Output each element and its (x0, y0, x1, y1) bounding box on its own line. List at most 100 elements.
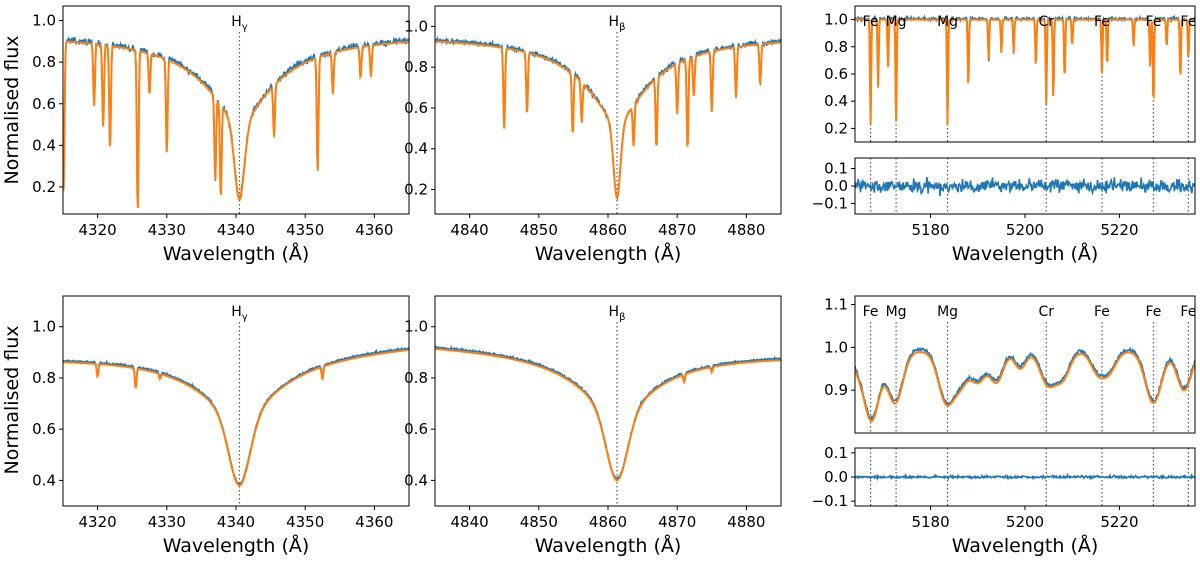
line-marker-label: Mg (886, 14, 907, 30)
y-tick-label: 1.0 (824, 11, 848, 29)
line-marker-label: Cr (1038, 14, 1054, 30)
plot-area (435, 322, 781, 506)
ylabel-bottom: Normalised flux (1, 326, 23, 475)
x-tick-label: 4320 (79, 221, 117, 239)
line-marker-label: Hγ (231, 304, 248, 323)
ylabel-top: Normalised flux (1, 36, 23, 185)
y-tick-label: 0.6 (404, 420, 428, 438)
x-tick-label: 4880 (727, 221, 765, 239)
y-tick-label: 0.4 (32, 471, 56, 489)
x-tick-label: 4330 (148, 221, 186, 239)
x-tick-label: 4360 (355, 513, 393, 531)
y-tick-label: 0.8 (404, 369, 428, 387)
y-tick-label: 0.0 (824, 468, 848, 486)
x-axis-label: Wavelength (Å) (535, 534, 682, 557)
line-marker-label: Hβ (609, 304, 626, 323)
y-tick-label: 1.0 (404, 318, 428, 336)
plot-area (855, 448, 1195, 506)
plot-area (855, 14, 1195, 142)
line-marker-label: Hγ (231, 14, 248, 33)
line-marker-sub: γ (242, 312, 248, 323)
panel-bottom-hgamma: 0.4 0.6 0.8 1.0 4320 4330 4340 4350 4360 Waveleng… (32, 295, 410, 557)
line-marker-sub: β (619, 22, 625, 33)
x-axis-label: Wavelength (Å) (163, 534, 310, 557)
line-marker-label: Cr (1038, 304, 1054, 320)
x-tick-label: 4870 (658, 513, 696, 531)
x-tick-label: 4360 (355, 221, 393, 239)
x-tick-label: 5200 (1006, 221, 1044, 239)
line-marker-label: Fe (1094, 14, 1110, 30)
axes-frame (62, 295, 410, 507)
y-tick-label: 0.4 (32, 136, 56, 154)
line-marker-sub: β (619, 312, 625, 323)
y-tick-label: 0.6 (32, 95, 56, 113)
model-spectrum-series (855, 351, 1195, 423)
line-marker-label: Mg (886, 304, 907, 320)
plot-area (855, 322, 1195, 433)
model-spectrum-series (435, 40, 781, 199)
axes-frame (434, 5, 782, 215)
y-tick-label: 0.8 (404, 58, 428, 76)
x-tick-label: 4860 (589, 221, 627, 239)
x-axis-label: Wavelength (Å) (163, 242, 310, 265)
plot-area (63, 32, 409, 214)
y-tick-label: 0.6 (404, 99, 428, 117)
observed-spectrum-series (855, 346, 1195, 422)
panel-bottom-hbeta: 0.4 0.6 0.8 1.0 4840 4850 4860 4870 4880 Waveleng… (404, 295, 782, 557)
y-tick-label: 0.6 (824, 65, 848, 83)
panel-top-hbeta: 0.2 0.4 0.6 0.8 1.0 4840 4850 4860 4870 4880 Wavel… (404, 5, 782, 265)
line-marker-label: Mg (937, 304, 958, 320)
y-tick-label: 0.0 (824, 177, 848, 195)
x-tick-label: 4850 (520, 221, 558, 239)
y-tick-label: 0.2 (404, 181, 428, 199)
x-tick-label: 5220 (1100, 221, 1138, 239)
y-tick-label: 0.6 (32, 420, 56, 438)
x-tick-label: 4340 (217, 221, 255, 239)
line-marker-label: Fe (1145, 14, 1161, 30)
model-spectrum-series (855, 18, 1195, 126)
observed-spectrum-series (855, 176, 1195, 197)
y-tick-label: 0.4 (404, 471, 428, 489)
y-tick-label: −0.1 (812, 492, 848, 510)
line-marker-label: Hβ (609, 14, 626, 33)
x-tick-label: 5180 (911, 221, 949, 239)
panel-top-mgb: 0.2 0.4 0.6 0.8 1.0 Fe Mg Mg Cr Fe Fe Fe (824, 5, 1196, 143)
x-axis-label: Wavelength (Å) (535, 242, 682, 265)
x-tick-label: 4350 (286, 221, 324, 239)
x-tick-label: 5220 (1100, 513, 1138, 531)
x-tick-label: 5200 (1006, 513, 1044, 531)
y-tick-label: 0.2 (824, 119, 848, 137)
y-tick-label: 1.1 (824, 296, 848, 314)
plot-area (63, 322, 409, 506)
x-tick-label: 4330 (148, 513, 186, 531)
x-tick-label: 4840 (451, 221, 489, 239)
y-tick-label: 1.0 (404, 17, 428, 35)
panel-top-hgamma: 0.2 0.4 0.6 0.8 1.0 4320 4330 4340 4350 4360 Wavel… (32, 5, 410, 265)
axes-frame (434, 295, 782, 507)
y-tick-label: 0.8 (824, 38, 848, 56)
y-tick-label: 1.0 (32, 318, 56, 336)
x-tick-label: 4320 (79, 513, 117, 531)
line-marker-label: Fe (1180, 14, 1196, 30)
y-tick-label: 0.4 (404, 140, 428, 158)
x-axis-label: Wavelength (Å) (952, 242, 1099, 265)
observed-spectrum-series (63, 346, 409, 485)
line-marker-label: Fe (1145, 304, 1161, 320)
plot-area (855, 158, 1195, 214)
x-tick-label: 5180 (911, 513, 949, 531)
y-tick-label: 0.1 (824, 444, 848, 462)
y-tick-label: 0.9 (824, 381, 848, 399)
model-spectrum-series (435, 347, 781, 482)
x-tick-label: 4350 (286, 513, 324, 531)
observed-spectrum-series (855, 14, 1195, 125)
line-marker-label: Fe (1180, 304, 1196, 320)
plot-area (435, 32, 781, 214)
x-tick-label: 4340 (217, 513, 255, 531)
x-tick-label: 4860 (589, 513, 627, 531)
y-tick-label: 0.4 (824, 92, 848, 110)
axes-frame (854, 295, 1196, 434)
x-axis-label: Wavelength (Å) (952, 534, 1099, 557)
line-marker-label: Mg (937, 14, 958, 30)
